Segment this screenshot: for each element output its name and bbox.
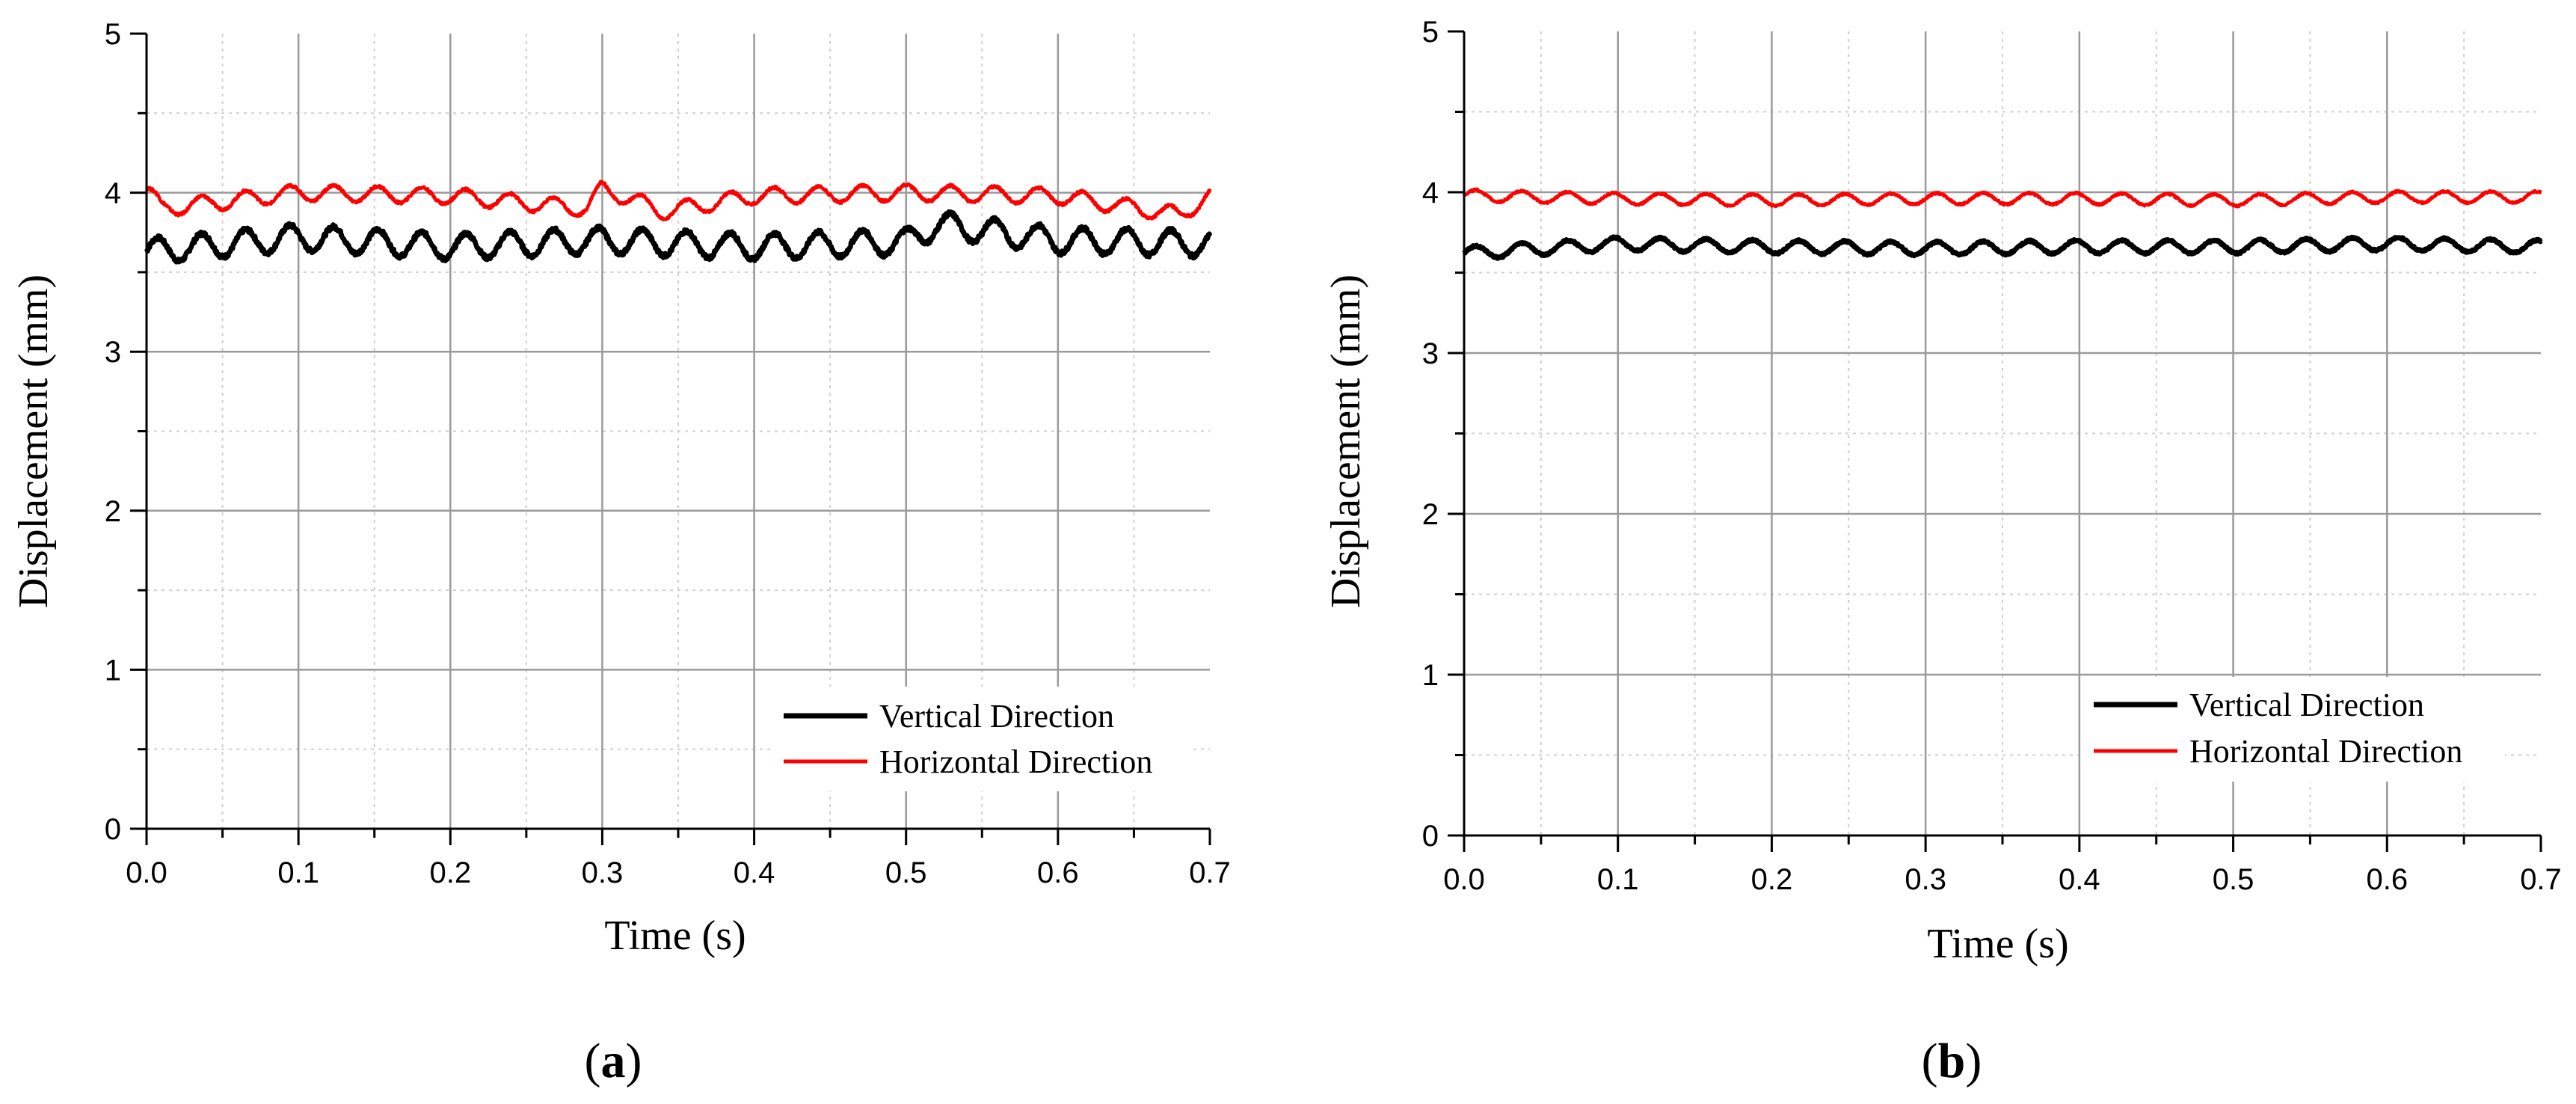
y-tick-label-a-5: 5: [105, 18, 121, 51]
axes-b: [1448, 30, 2542, 852]
panel-label-letter-b: b: [1938, 1034, 1966, 1088]
x-tick-label-b-6: 0.6: [2366, 863, 2408, 896]
y-tick-label-b-5: 5: [1422, 16, 1439, 49]
x-tick-label-a-4: 0.4: [734, 856, 775, 889]
legend-box-b: [2082, 677, 2505, 782]
x-tick-label-b-5: 0.5: [2213, 863, 2254, 896]
panel-label-open-a: (: [585, 1034, 601, 1088]
y-tick-label-a-3: 3: [105, 336, 121, 369]
panel-label-letter-a: a: [601, 1034, 626, 1088]
panel-label-a: (a): [585, 1034, 642, 1088]
y-tick-label-a-1: 1: [105, 654, 121, 687]
y-axis-title-b: Displacement (mm): [1323, 275, 1369, 608]
y-tick-label-a-2: 2: [105, 495, 121, 528]
legend-label-vertical-b: Vertical Direction: [2189, 687, 2424, 723]
x-tick-label-a-2: 0.2: [429, 856, 471, 889]
x-tick-label-b-4: 0.4: [2059, 863, 2100, 896]
x-axis-title-b: Time (s): [1927, 921, 2068, 967]
y-tick-label-b-0: 0: [1422, 820, 1439, 853]
x-tick-label-b-3: 0.3: [1905, 863, 1946, 896]
x-tick-label-b-0: 0.0: [1443, 863, 1485, 896]
x-tick-label-a-5: 0.5: [885, 856, 927, 889]
chart-panel-a: 0.0 0.1 0.2 0.3 0.4 0.5 0.6 0.7 0 1 2 3 4 5 Time (s)…: [10, 18, 1231, 1088]
series-line-vertical-a: [144, 209, 1213, 265]
x-tick-label-b-2: 0.2: [1751, 863, 1793, 896]
x-tick-label-b-1: 0.1: [1597, 863, 1639, 896]
x-tick-label-a-0: 0.0: [126, 856, 167, 889]
panel-label-close-a: ): [626, 1034, 642, 1088]
legend-label-horizontal-b: Horizontal Direction: [2189, 733, 2462, 770]
x-axis-title-a: Time (s): [604, 913, 746, 959]
legend-label-horizontal-a: Horizontal Direction: [879, 743, 1152, 780]
x-tick-label-b-7: 0.7: [2520, 863, 2562, 896]
series-group-a: [144, 180, 1213, 265]
panel-label-close-b: ): [1965, 1034, 1982, 1088]
legend-b: Vertical Direction Horizontal Direction: [2082, 677, 2505, 782]
x-tick-label-a-6: 0.6: [1037, 856, 1079, 889]
y-tick-label-a-4: 4: [105, 177, 121, 210]
x-tick-label-a-7: 0.7: [1189, 856, 1231, 889]
y-tick-labels-a: 0 1 2 3 4 5: [105, 18, 121, 846]
chart-panel-b: 0.0 0.1 0.2 0.3 0.4 0.5 0.6 0.7 0 1 2 3 4 5 Time (s)…: [1323, 16, 2562, 1088]
legend-a: Vertical Direction Horizontal Direction: [774, 687, 1193, 791]
series-line-horizontal-a: [145, 180, 1212, 221]
y-tick-label-a-0: 0: [105, 813, 121, 846]
axes-a: [130, 32, 1211, 845]
legend-box-a: [774, 687, 1193, 791]
x-tick-label-a-1: 0.1: [277, 856, 319, 889]
y-tick-label-b-2: 2: [1422, 498, 1439, 531]
y-tick-label-b-4: 4: [1422, 177, 1439, 209]
y-tick-label-b-3: 3: [1422, 337, 1439, 370]
series-line-vertical-b: [1462, 234, 2543, 261]
series-group-b: [1462, 187, 2543, 261]
y-tick-labels-b: 0 1 2 3 4 5: [1422, 16, 1439, 853]
x-tick-labels-a: 0.0 0.1 0.2 0.3 0.4 0.5 0.6 0.7: [126, 856, 1231, 889]
y-axis-title-a: Displacement (mm): [10, 275, 57, 608]
x-tick-labels-b: 0.0 0.1 0.2 0.3 0.4 0.5 0.6 0.7: [1443, 863, 2562, 896]
panel-label-b: (b): [1922, 1034, 1982, 1088]
panel-label-open-b: (: [1922, 1034, 1938, 1088]
x-tick-label-a-3: 0.3: [582, 856, 624, 889]
legend-label-vertical-a: Vertical Direction: [879, 698, 1114, 735]
y-tick-label-b-1: 1: [1422, 659, 1439, 692]
series-line-horizontal-b: [1462, 187, 2542, 209]
